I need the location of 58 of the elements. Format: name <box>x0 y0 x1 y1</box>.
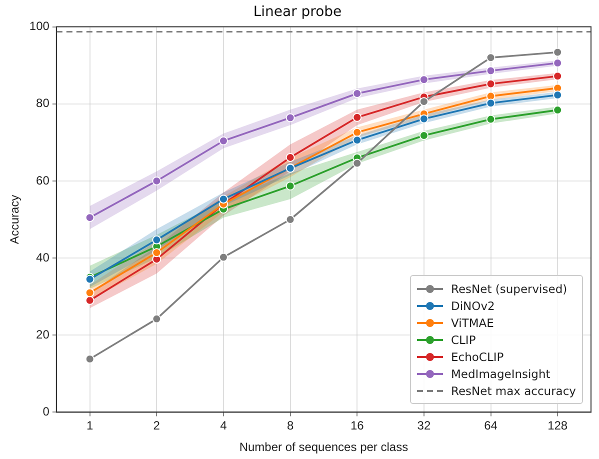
point <box>486 114 496 124</box>
legend-label: CLIP <box>451 332 476 347</box>
point <box>85 288 94 298</box>
point <box>352 112 362 122</box>
y-tick-label: 60 <box>36 173 50 188</box>
legend-label: ResNet max accuracy <box>451 384 576 398</box>
point <box>286 181 295 190</box>
point <box>553 48 562 57</box>
point <box>286 113 295 122</box>
point <box>352 158 362 168</box>
x-tick-label: 128 <box>548 418 568 433</box>
point <box>152 235 162 244</box>
point <box>486 66 496 76</box>
y-tick-label: 0 <box>42 404 50 419</box>
point <box>419 130 428 140</box>
point <box>486 79 496 88</box>
point <box>152 314 162 324</box>
point <box>553 90 562 100</box>
point <box>352 88 362 98</box>
x-tick-label: 16 <box>350 418 364 433</box>
x-axis-title: Number of sequences per class <box>239 440 408 454</box>
legend-label: EchoCLIP <box>451 350 504 364</box>
point <box>85 354 94 364</box>
point <box>419 97 428 106</box>
x-tick-label: 1 <box>86 418 94 433</box>
y-tick-label: 20 <box>36 327 50 342</box>
point <box>553 106 562 115</box>
point <box>85 296 94 305</box>
legend-label: ViTMAE <box>451 316 494 330</box>
point <box>419 114 428 124</box>
point <box>553 72 562 81</box>
point <box>486 98 496 108</box>
point <box>553 58 562 68</box>
point <box>218 136 228 146</box>
point <box>486 53 496 62</box>
y-tick-label: 100 <box>29 19 50 34</box>
x-tick-label: 2 <box>153 418 160 433</box>
point <box>286 215 295 224</box>
y-tick-label: 80 <box>36 96 50 110</box>
point <box>85 213 94 222</box>
point <box>218 252 228 262</box>
y-axis-title: Accuracy <box>8 194 22 244</box>
x-tick-label: 4 <box>220 418 228 433</box>
point <box>152 248 162 258</box>
point <box>286 152 295 162</box>
legend-label: DiNOv2 <box>451 298 495 313</box>
legend-label: ResNet (supervised) <box>451 282 568 296</box>
point <box>352 136 362 145</box>
x-tick-label: 32 <box>417 418 431 433</box>
legend-label: MedImageInsight <box>451 366 550 381</box>
y-tick-label: 40 <box>36 250 50 264</box>
x-tick-label: 64 <box>484 418 498 433</box>
point <box>218 194 228 204</box>
chart-title: Linear probe <box>253 4 342 20</box>
x-tick-label: 8 <box>286 418 294 433</box>
point <box>419 75 428 84</box>
point <box>352 128 362 137</box>
point <box>152 176 162 186</box>
